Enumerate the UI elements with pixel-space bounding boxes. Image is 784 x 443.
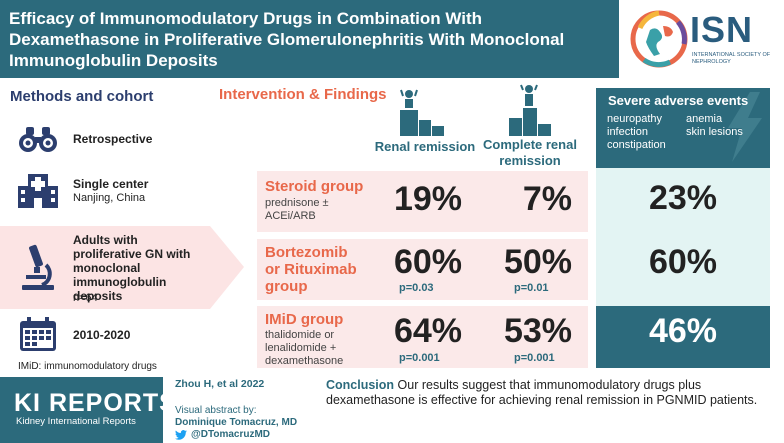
logo-box [619,0,784,78]
cohort-arrow [210,226,244,309]
adverse-events-title: Severe adverse events [608,93,749,108]
column-complete-remission: Complete renal remission [483,137,577,168]
cohort-population: Adults with proliferative GN with monocl… [73,233,191,303]
cohort-retrospective: Retrospective [73,132,153,146]
cohort-sample-size: n=64 [73,292,98,304]
podium-icon [400,89,444,136]
imid-adverse-events: 46% [648,312,718,350]
steroid-renal-remission: 19% [393,180,462,218]
imid-group-band [257,306,588,368]
adverse-skin-lesions: skin lesions [686,126,743,138]
citation: Zhou H, et al 2022 [175,378,265,390]
twitter-icon [175,430,187,440]
imid-complete-remission: 53% [503,312,572,350]
podium-complete-icon [509,84,551,136]
visual-by-label: Visual abstract by: [175,405,257,416]
steroid-group-name: Steroid group [265,178,364,195]
steroid-complete-remission: 7% [522,180,572,218]
isn-logo-subtitle: INTERNATIONAL SOCIETY OF NEPHROLOGY [692,52,771,65]
adverse-infection: infection [607,126,648,138]
hospital-icon [18,174,58,208]
imid-group-name: IMiD group [265,311,344,328]
adverse-anemia: anemia [686,113,723,125]
author-name: Dominique Tomacruz, MD [175,417,298,428]
bortezomib-renal-pvalue: p=0.03 [399,282,434,294]
intervention-title: Intervention & Findings [219,86,387,103]
isn-logo-text: ISN [690,9,754,50]
imid-group-detail: thalidomide or lenalidomide + dexamethas… [265,329,344,367]
imid-adverse-band [596,306,770,368]
cohort-single-center: Single center [73,177,149,191]
steroid-adverse-events: 23% [648,179,718,217]
cohort-location: Nanjing, China [73,192,146,204]
header-bar [0,0,619,78]
calendar-icon [20,317,56,351]
visual-abstract-credit: Visual abstract by: Dominique Tomacruz, … [175,405,297,441]
lightning-icon [728,92,762,162]
column-renal-remission: Renal remission [374,139,476,154]
microscope-icon [22,244,54,290]
page-title: Efficacy of Immunomodulatory Drugs in Co… [9,9,565,70]
bortezomib-adverse-events: 60% [648,243,718,281]
steroid-group-detail: prednisone ± ACEi/ARB [265,197,329,222]
conclusion: Conclusion Our results suggest that immu… [326,378,766,408]
bortezomib-group-name: Bortezomib or Rituximab group [265,244,357,295]
methods-title: Methods and cohort [10,88,154,105]
bortezomib-group-band [257,239,588,300]
conclusion-label: Conclusion [326,378,395,392]
adverse-neuropathy: neuropathy [607,113,663,125]
bortezomib-complete-pvalue: p=0.01 [514,282,549,294]
isn-globe-icon [630,10,688,68]
journal-logo: KI REPORTS [14,389,177,417]
imid-renal-remission: 64% [393,312,462,350]
cohort-period: 2010-2020 [73,328,131,342]
journal-subtitle: Kidney International Reports [16,416,136,427]
bortezomib-renal-remission: 60% [393,243,462,281]
imid-renal-pvalue: p=0.001 [399,352,440,364]
twitter-handle[interactable]: @DTomacruzMD [191,429,271,440]
conclusion-text: Our results suggest that immunomodulator… [326,378,758,407]
adverse-light-band [596,168,770,306]
twitter-handle-row[interactable]: @DTomacruzMD [175,429,297,441]
adverse-constipation: constipation [607,139,666,151]
journal-footer [0,377,163,443]
binoculars-icon [19,127,57,152]
steroid-group-band [257,171,588,232]
abbreviation-note: IMiD: immunomodulatory drugs [18,361,157,372]
imid-complete-pvalue: p=0.001 [514,352,555,364]
bortezomib-complete-remission: 50% [503,243,572,281]
